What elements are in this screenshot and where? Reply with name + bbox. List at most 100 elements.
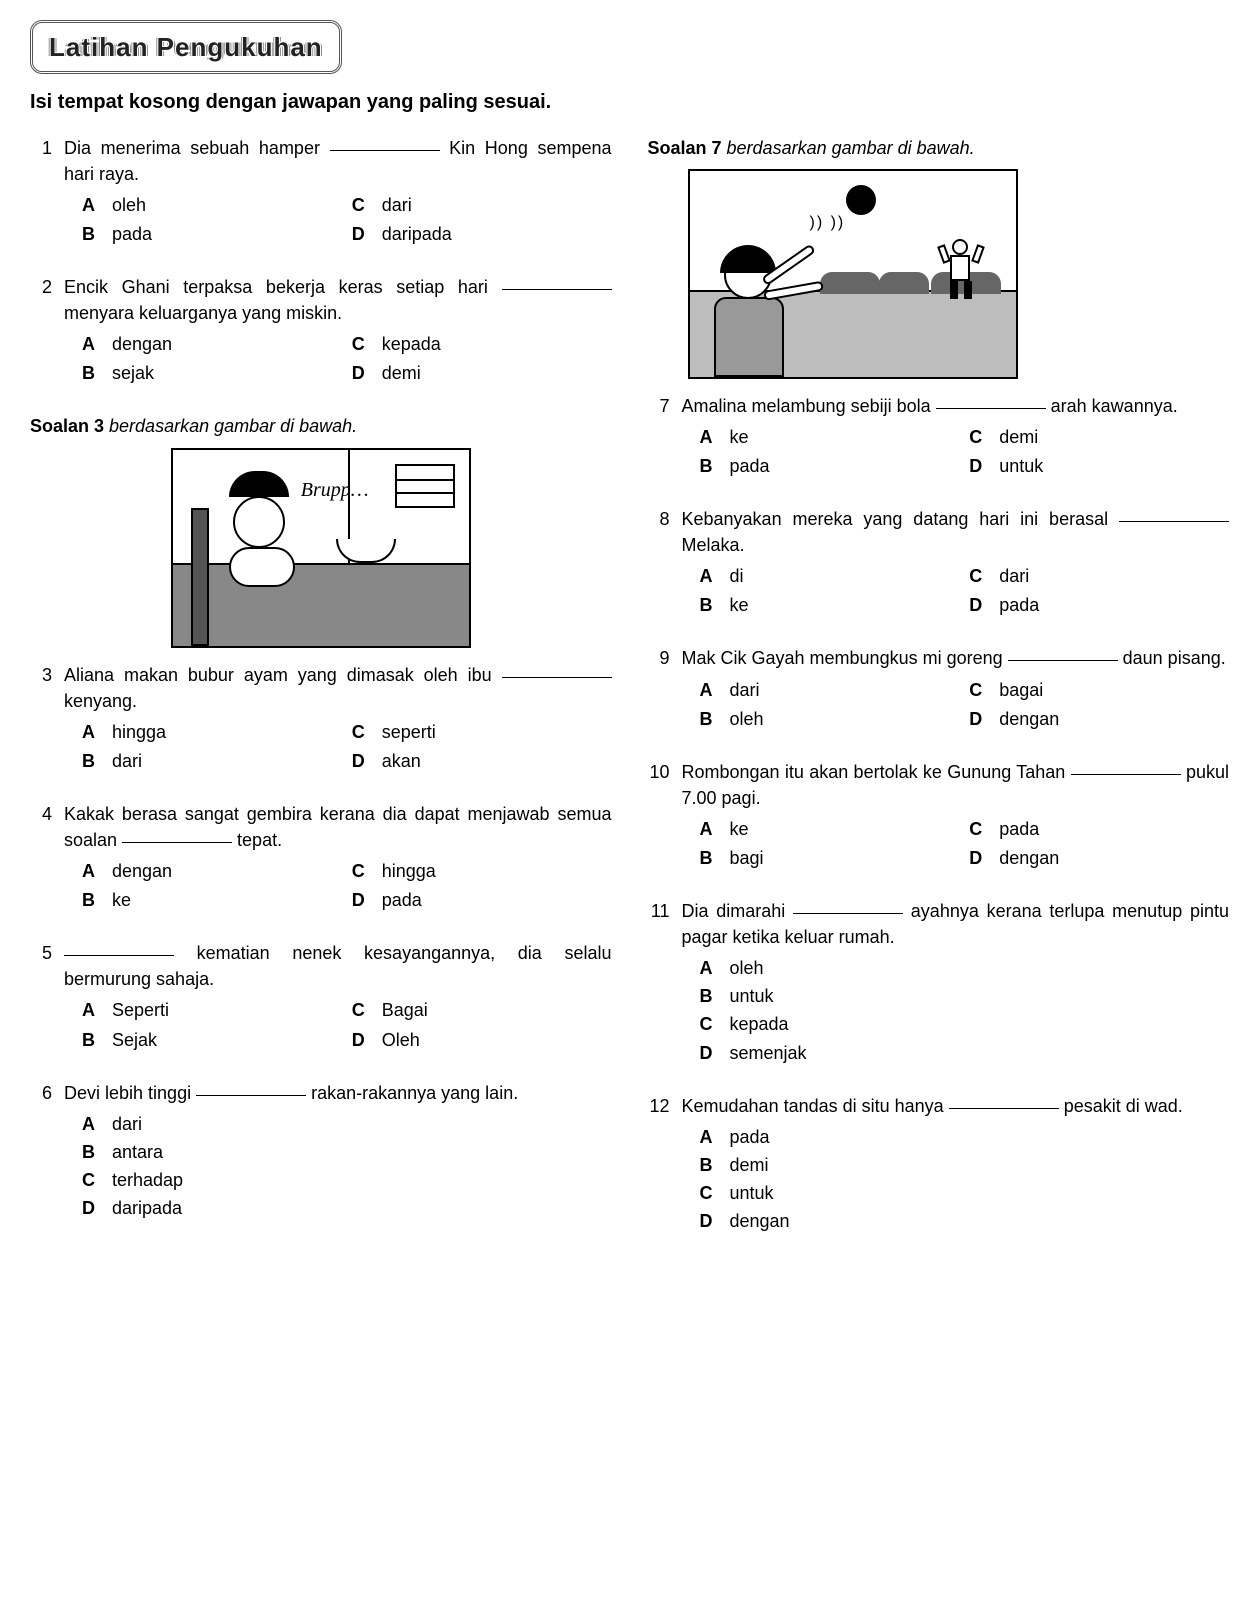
option-text: di — [730, 563, 744, 589]
option-a[interactable]: Adari — [82, 1110, 612, 1138]
option-c[interactable]: Cuntuk — [700, 1179, 1230, 1207]
options: Ake Cpada Bbagi Ddengan — [700, 815, 1230, 872]
option-a[interactable]: Ake — [700, 423, 960, 451]
options: ASeperti CBagai BSejak D Oleh — [82, 996, 612, 1053]
option-a[interactable]: Aoleh — [700, 954, 1230, 982]
option-d[interactable]: Dpada — [969, 591, 1229, 619]
option-a[interactable]: Apada — [700, 1123, 1230, 1151]
option-letter: A — [700, 1124, 718, 1150]
option-b[interactable]: BSejak — [82, 1026, 342, 1054]
option-b[interactable]: Bke — [700, 591, 960, 619]
option-letter: D — [700, 1040, 718, 1066]
option-text: hingga — [382, 858, 436, 884]
option-b[interactable]: Bdari — [82, 747, 342, 775]
option-c[interactable]: Cdemi — [969, 423, 1229, 451]
option-text: oleh — [730, 955, 764, 981]
option-a[interactable]: Aoleh — [82, 191, 342, 219]
options: Adi Cdari Bke Dpada — [700, 562, 1230, 619]
question-6: 6 Devi lebih tinggi rakan-rakannya yang … — [30, 1080, 612, 1222]
option-d[interactable]: Dsemenjak — [700, 1039, 1230, 1067]
option-text: dengan — [730, 1208, 790, 1234]
option-b[interactable]: Bpada — [700, 452, 960, 480]
option-a[interactable]: Adengan — [82, 857, 342, 885]
option-c[interactable]: Ckepada — [700, 1010, 1230, 1038]
option-a[interactable]: Ake — [700, 815, 960, 843]
option-c[interactable]: Cbagai — [969, 676, 1229, 704]
option-text: dengan — [112, 858, 172, 884]
option-a[interactable]: Adengan — [82, 330, 342, 358]
option-b[interactable]: Bke — [82, 886, 342, 914]
option-c[interactable]: Cseperti — [352, 718, 612, 746]
option-a[interactable]: Adari — [700, 676, 960, 704]
option-text: akan — [382, 748, 421, 774]
option-c[interactable]: Cdari — [969, 562, 1229, 590]
option-letter: B — [82, 221, 100, 247]
option-text: pada — [999, 592, 1039, 618]
option-c[interactable]: Chingga — [352, 857, 612, 885]
option-text: bagai — [999, 677, 1043, 703]
option-d[interactable]: Ddengan — [969, 705, 1229, 733]
option-letter: A — [82, 719, 100, 745]
option-text: oleh — [730, 706, 764, 732]
stem-post: daun pisang. — [1118, 648, 1226, 668]
option-d[interactable]: Ddengan — [700, 1207, 1230, 1235]
option-letter: D — [352, 1027, 370, 1053]
stem-pre: Kemudahan tandas di situ hanya — [682, 1096, 949, 1116]
question-stem: Devi lebih tinggi rakan-rakannya yang la… — [64, 1080, 612, 1106]
option-letter: A — [82, 858, 100, 884]
option-letter: C — [969, 563, 987, 589]
option-b[interactable]: Boleh — [700, 705, 960, 733]
option-d[interactable]: Ddemi — [352, 359, 612, 387]
option-b[interactable]: Bpada — [82, 220, 342, 248]
option-b[interactable]: Bbagi — [700, 844, 960, 872]
stem-pre: Amalina melambung sebiji bola — [682, 396, 936, 416]
option-c[interactable]: Cdari — [352, 191, 612, 219]
option-a[interactable]: Ahingga — [82, 718, 342, 746]
option-letter: A — [700, 424, 718, 450]
option-letter: A — [700, 816, 718, 842]
stem-post: tepat. — [232, 830, 282, 850]
option-c[interactable]: Cpada — [969, 815, 1229, 843]
option-a[interactable]: ASeperti — [82, 996, 342, 1024]
option-d[interactable]: Dakan — [352, 747, 612, 775]
option-letter: D — [352, 221, 370, 247]
stem-pre: Encik Ghani terpaksa bekerja keras setia… — [64, 277, 502, 297]
option-letter: C — [969, 816, 987, 842]
option-letter: B — [82, 748, 100, 774]
option-letter: D — [700, 1208, 718, 1234]
question-10: 10 Rombongan itu akan bertolak ke Gunung… — [648, 759, 1230, 872]
option-d[interactable]: Ddengan — [969, 844, 1229, 872]
option-d[interactable]: D Oleh — [352, 1026, 612, 1054]
option-text: terhadap — [112, 1167, 183, 1193]
option-d[interactable]: Ddaripada — [352, 220, 612, 248]
options: Ahingga Cseperti Bdari Dakan — [82, 718, 612, 775]
option-text: kepada — [730, 1011, 789, 1037]
question-stem: Mak Cik Gayah membungkus mi goreng daun … — [682, 645, 1230, 671]
stem-pre: Aliana makan bubur ayam yang dimasak ole… — [64, 665, 502, 685]
option-text: Oleh — [382, 1027, 420, 1053]
stem-pre: Rombongan itu akan bertolak ke Gunung Ta… — [682, 762, 1071, 782]
option-c[interactable]: CBagai — [352, 996, 612, 1024]
option-c[interactable]: Ckepada — [352, 330, 612, 358]
stem-post: kenyang. — [64, 691, 137, 711]
option-letter: C — [352, 719, 370, 745]
option-b[interactable]: Bdemi — [700, 1151, 1230, 1179]
option-text: sejak — [112, 360, 154, 386]
option-text: pada — [112, 221, 152, 247]
option-c[interactable]: Cterhadap — [82, 1166, 612, 1194]
stem-post: pesakit di wad. — [1059, 1096, 1183, 1116]
question-number: 4 — [30, 801, 64, 827]
question-number: 7 — [648, 393, 682, 419]
option-d[interactable]: Ddaripada — [82, 1194, 612, 1222]
option-b[interactable]: Buntuk — [700, 982, 1230, 1010]
option-letter: B — [700, 845, 718, 871]
option-d[interactable]: Duntuk — [969, 452, 1229, 480]
option-b[interactable]: Bantara — [82, 1138, 612, 1166]
question-12: 12 Kemudahan tandas di situ hanya pesaki… — [648, 1093, 1230, 1235]
option-b[interactable]: Bsejak — [82, 359, 342, 387]
option-a[interactable]: Adi — [700, 562, 960, 590]
option-letter: A — [700, 955, 718, 981]
question-stem: Dia dimarahi ayahnya kerana terlupa menu… — [682, 898, 1230, 950]
option-d[interactable]: Dpada — [352, 886, 612, 914]
stem-post: Melaka. — [682, 535, 745, 555]
